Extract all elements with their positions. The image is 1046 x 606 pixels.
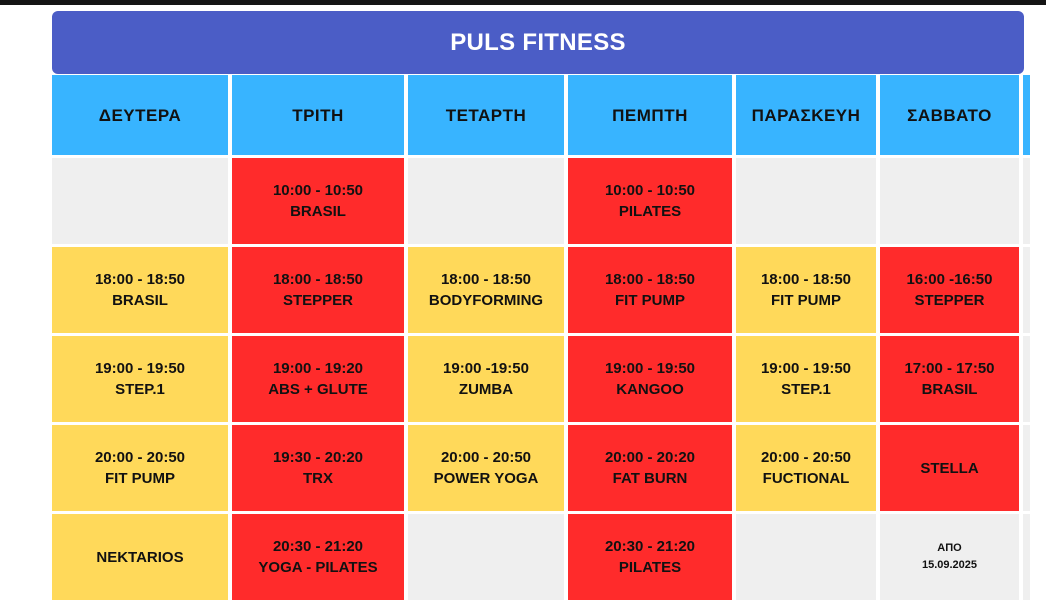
class-time: 20:30 - 21:20 [604,538,696,555]
day-header-thursday: ΠΕΜΠΤΗ [568,75,732,155]
schedule-cell: STELLA [880,425,1019,511]
schedule-cell: 20:30 - 21:20 YOGA - PILATES [232,514,404,600]
overflow-column-cell [1023,336,1030,422]
day-header-saturday: ΣΑΒΒΑΤΟ [880,75,1019,155]
day-header-tuesday: ΤΡΙΤΗ [232,75,404,155]
class-time: 20:00 - 20:50 [94,449,186,466]
schedule-cell [880,158,1019,244]
class-name: KANGOO [616,381,684,398]
class-name: POWER YOGA [433,470,539,487]
schedule-cell: 18:00 - 18:50 FIT PUMP [736,247,876,333]
schedule-cell: 20:00 - 20:50 FUCTIONAL [736,425,876,511]
class-name: FIT PUMP [105,470,175,487]
class-time: 19:00 - 19:50 [604,360,696,377]
schedule-cell [52,158,228,244]
schedule-cell: 19:00 - 19:20 ABS + GLUTE [232,336,404,422]
class-time: 10:00 - 10:50 [272,182,364,199]
class-name: YOGA - PILATES [258,559,378,576]
header-overflow-column [1023,75,1030,155]
class-time: 20:00 - 20:50 [440,449,532,466]
class-name: ZUMBA [458,381,514,398]
schedule-cell: NEKTARIOS [52,514,228,600]
class-time: 19:00 - 19:20 [272,360,364,377]
class-name: STEPPER [914,292,985,309]
schedule-cell: 18:00 - 18:50 BRASIL [52,247,228,333]
day-header-wednesday: ΤΕΤΑΡΤΗ [408,75,564,155]
class-time: 20:30 - 21:20 [272,538,364,555]
schedule-cell [736,514,876,600]
class-name: BODYFORMING [428,292,544,309]
class-name: BRASIL [921,381,978,398]
schedule-cell: 18:00 - 18:50 FIT PUMP [568,247,732,333]
class-time: ΑΠΟ [937,542,962,554]
class-name: ABS + GLUTE [268,381,368,398]
schedule-cell [736,158,876,244]
class-name: BRASIL [290,203,346,220]
class-time: 19:00 - 19:50 [760,360,852,377]
schedule-cell: 19:30 - 20:20 TRX [232,425,404,511]
schedule-cell: 20:00 - 20:20 FAT BURN [568,425,732,511]
schedule-grid: ΔΕΥΤΕΡΑ ΤΡΙΤΗ ΤΕΤΑΡΤΗ ΠΕΜΠΤΗ ΠΑΡΑΣΚΕΥΗ Σ… [52,75,1030,602]
overflow-column-cell [1023,247,1030,333]
class-name: STEP.1 [781,381,831,398]
class-name: STEPPER [282,292,354,309]
schedule-cell: 19:00 - 19:50 STEP.1 [52,336,228,422]
class-time: 18:00 - 18:50 [94,271,186,288]
top-border-line [0,0,1046,5]
day-header-friday: ΠΑΡΑΣΚΕΥΗ [736,75,876,155]
schedule-cell: 18:00 - 18:50 STEPPER [232,247,404,333]
class-name: FUCTIONAL [762,470,850,487]
class-time: 19:00 -19:50 [443,360,529,377]
day-header-monday: ΔΕΥΤΕΡΑ [52,75,228,155]
schedule-cell: 19:00 - 19:50 STEP.1 [736,336,876,422]
overflow-column-cell [1023,514,1030,600]
class-time: 18:00 - 18:50 [760,271,852,288]
class-time: 16:00 -16:50 [906,271,993,288]
class-name: TRX [303,470,333,487]
class-name: FIT PUMP [615,292,685,309]
class-time: 18:00 - 18:50 [440,271,532,288]
class-time: 19:00 - 19:50 [94,360,186,377]
schedule-cell: 19:00 -19:50 ZUMBA [408,336,564,422]
schedule-cell: 19:00 - 19:50 KANGOO [568,336,732,422]
class-time: STELLA [920,459,979,477]
schedule-cell: 10:00 - 10:50 PILATES [568,158,732,244]
class-name: PILATES [618,559,682,576]
class-time: 17:00 - 17:50 [904,360,995,377]
schedule-cell: 20:00 - 20:50 FIT PUMP [52,425,228,511]
schedule-cell: 17:00 - 17:50 BRASIL [880,336,1019,422]
class-time: 20:00 - 20:20 [604,449,696,466]
class-time: 20:00 - 20:50 [760,449,852,466]
schedule-cell: 16:00 -16:50 STEPPER [880,247,1019,333]
schedule-title: PULS FITNESS [52,11,1024,74]
class-name: FAT BURN [612,470,688,487]
class-name: PILATES [618,203,682,220]
overflow-column-cell [1023,425,1030,511]
schedule-cell: 20:00 - 20:50 POWER YOGA [408,425,564,511]
class-time: 18:00 - 18:50 [272,271,364,288]
schedule-cell: 20:30 - 21:20 PILATES [568,514,732,600]
class-name: 15.09.2025 [921,559,978,571]
class-name: STEP.1 [115,381,165,398]
schedule-cell [408,514,564,600]
class-time: 10:00 - 10:50 [604,182,696,199]
class-name: BRASIL [112,292,168,309]
schedule-cell: ΑΠΟ 15.09.2025 [880,514,1019,600]
overflow-column-cell [1023,158,1030,244]
class-time: 18:00 - 18:50 [604,271,696,288]
schedule-cell: 10:00 - 10:50 BRASIL [232,158,404,244]
class-time: NEKTARIOS [96,548,184,566]
class-time: 19:30 - 20:20 [272,449,364,466]
schedule-cell: 18:00 - 18:50 BODYFORMING [408,247,564,333]
schedule-cell [408,158,564,244]
class-name: FIT PUMP [771,292,841,309]
